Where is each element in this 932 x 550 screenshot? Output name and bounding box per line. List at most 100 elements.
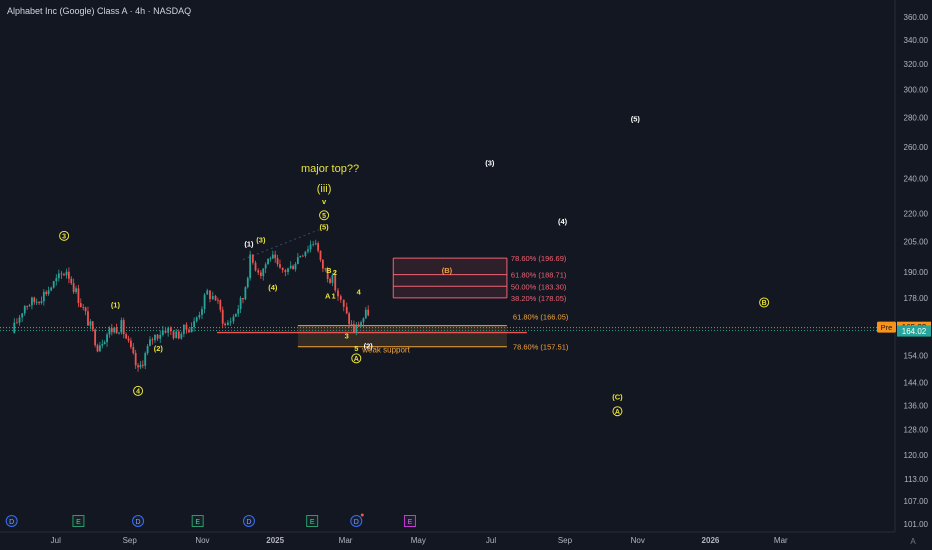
dividend-marker[interactable]: D <box>242 515 255 527</box>
event-marker-letter: D <box>9 519 14 526</box>
candle-body <box>307 249 309 252</box>
candle-body <box>169 327 172 332</box>
y-tick-label: 205.00 <box>904 238 929 247</box>
candle-body <box>87 311 89 326</box>
fib-level-label: 78.60% (157.51) <box>513 343 569 352</box>
candle-body <box>195 317 198 322</box>
candle-body <box>292 265 294 270</box>
event-marker-letter: E <box>76 519 81 526</box>
trend-channel-line <box>242 227 324 260</box>
y-tick-label: 280.00 <box>904 113 929 122</box>
x-tick-label: Sep <box>123 536 138 545</box>
candle-body <box>334 275 337 291</box>
candle-body <box>211 296 214 300</box>
x-axis: Jul Sep Nov 2025 Mar May Jul Sep Nov 2026 Mar <box>51 536 788 545</box>
candle-body <box>219 300 222 310</box>
candle-body <box>244 287 247 300</box>
wave-label: (2) <box>154 344 164 353</box>
candle-body <box>329 278 331 283</box>
auto-scale-button[interactable]: A <box>910 537 916 546</box>
candle-body <box>40 301 43 303</box>
candle-body <box>201 309 203 315</box>
candle-body <box>312 244 315 246</box>
wave-label: (B) <box>442 266 453 275</box>
dividend-marker[interactable]: D <box>5 515 18 527</box>
wave-label: 3 <box>345 332 349 341</box>
y-tick-label: 107.00 <box>904 497 929 506</box>
candle-body <box>67 271 70 279</box>
event-notification-dot <box>360 513 364 517</box>
earnings-marker[interactable]: E <box>306 515 319 527</box>
wave-label: 5 <box>322 213 326 220</box>
candle-body <box>342 299 345 307</box>
candle-body <box>271 254 274 259</box>
wave-circle <box>59 230 70 241</box>
earnings-marker[interactable]: E <box>403 515 416 527</box>
candle-body <box>139 364 142 368</box>
candle-body <box>232 316 235 322</box>
x-tick-label: Nov <box>195 536 209 545</box>
fibonacci-zones: 78.60% (196.69) 61.80% (188.71) 50.00% (18… <box>297 254 569 352</box>
candle-body <box>262 268 265 276</box>
candle-body <box>324 268 327 270</box>
candle-body <box>276 258 279 265</box>
wave-label: 2 <box>333 268 337 277</box>
wave-label: (3) <box>256 236 266 245</box>
wave-labels: 34(1)(2)(3)(1)(4)(5)5v(iii)major top??B 2… <box>59 115 770 417</box>
fib-level-label: 78.60% (196.69) <box>511 254 567 263</box>
candle-body <box>251 254 254 263</box>
candle-body <box>229 321 232 323</box>
wave-circle <box>759 297 770 308</box>
earnings-marker[interactable]: E <box>72 515 85 527</box>
candle-body <box>47 290 50 294</box>
wave-label: (5) <box>631 115 641 124</box>
candle-body <box>98 345 101 352</box>
candle-body <box>164 330 167 333</box>
earnings-marker-box <box>306 515 319 527</box>
earnings-marker-box <box>191 515 204 527</box>
candle-body <box>26 305 29 307</box>
chart-title: Alphabet Inc (Google) Class A · 4h · NAS… <box>7 6 191 16</box>
fib-level-label: 50.00% (183.30) <box>511 282 567 291</box>
candle-body <box>309 244 312 250</box>
event-marker-letter: D <box>246 519 251 526</box>
wave-label: A <box>325 292 331 301</box>
candle-body <box>127 338 130 341</box>
dividend-marker[interactable]: D <box>132 515 145 527</box>
x-tick-label: Nov <box>631 536 645 545</box>
candle-body <box>267 258 269 265</box>
dividend-marker-circle <box>5 515 18 527</box>
earnings-marker-box <box>403 515 416 527</box>
candle-body <box>339 296 342 300</box>
candle-body <box>364 309 367 319</box>
candle-body <box>79 303 82 308</box>
earnings-marker[interactable]: E <box>191 515 204 527</box>
candle-body <box>21 313 24 318</box>
candle-body <box>13 322 16 334</box>
fib-level-label: 38.20% (178.05) <box>511 294 567 303</box>
x-tick-label: 2025 <box>266 536 284 545</box>
candle-body <box>269 258 272 260</box>
candle-body <box>175 331 178 339</box>
candle-body <box>357 324 360 327</box>
candle-body <box>237 309 240 314</box>
wave-label: B <box>326 266 332 275</box>
dividend-marker[interactable]: D <box>350 515 363 527</box>
wave-label: (2) <box>364 342 374 351</box>
candle-body <box>193 321 196 328</box>
candle-body <box>33 297 36 303</box>
candle-body <box>209 290 211 300</box>
candle-body <box>154 334 156 341</box>
candle-body <box>326 268 329 279</box>
candle-body <box>321 259 324 269</box>
candle-body <box>137 365 139 368</box>
candle-body <box>35 301 38 303</box>
y-tick-label: 101.00 <box>904 520 929 529</box>
candle-body <box>167 327 170 333</box>
x-tick-label: Jul <box>486 536 496 545</box>
candle-body <box>57 273 60 279</box>
candle-body <box>279 264 281 268</box>
wave-label: 4 <box>136 389 140 396</box>
